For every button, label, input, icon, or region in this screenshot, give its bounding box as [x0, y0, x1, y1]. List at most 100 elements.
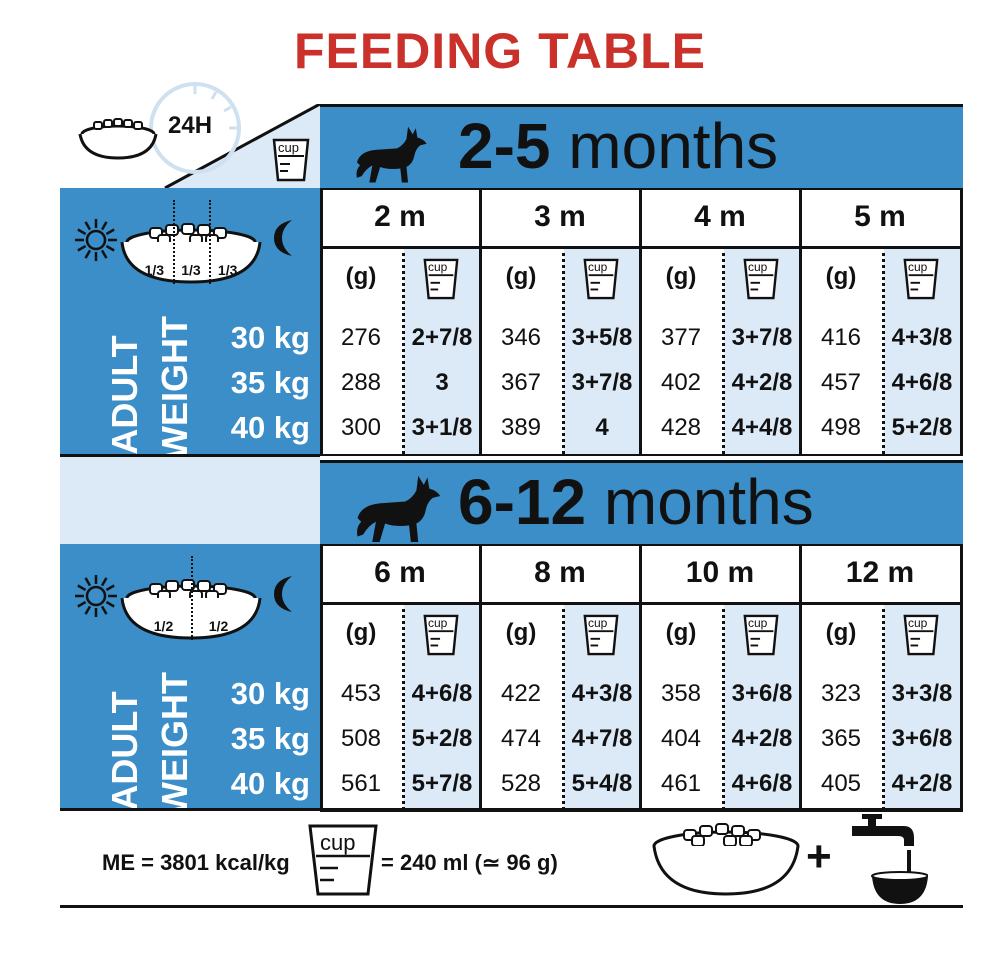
grid-line — [799, 188, 802, 454]
grid-line — [479, 188, 482, 454]
grid-line — [320, 188, 323, 454]
column-divider — [402, 602, 405, 810]
cup-icon: cup — [901, 256, 941, 302]
grid-line — [320, 454, 963, 456]
grams-unit-label: (g) — [665, 619, 697, 646]
bowl-icon — [72, 114, 164, 169]
age-header: 8 m — [534, 556, 586, 589]
portion-label: 1/2 — [208, 618, 229, 634]
grid-line — [320, 104, 963, 107]
cup-label: cup — [588, 260, 608, 274]
column-divider — [882, 602, 885, 810]
grams-value: 528 — [500, 770, 542, 797]
weight-label: WEIGHT — [154, 316, 195, 460]
cups-value: 3+1/8 — [411, 414, 473, 441]
portion-label: 1/2 — [153, 618, 174, 634]
grams-value: 561 — [340, 770, 382, 797]
weight-value: 30 kg — [230, 320, 310, 355]
grams-value: 377 — [660, 324, 702, 351]
grams-value: 508 — [340, 725, 382, 752]
section-heading-band — [320, 104, 963, 188]
cups-value: 4+2/8 — [731, 369, 793, 396]
cup-label: cup — [748, 616, 768, 630]
grid-line — [799, 544, 802, 810]
cup-icon: cup — [901, 612, 941, 658]
cup-icon: cup — [421, 612, 461, 658]
grams-unit-label: (g) — [825, 619, 857, 646]
cup-label: cup — [428, 616, 448, 630]
cups-value: 5+4/8 — [571, 770, 633, 797]
cups-value: 4+4/8 — [731, 414, 793, 441]
cup-equivalence: = 240 ml (≃ 96 g) — [381, 850, 558, 875]
cups-value: 3 — [435, 369, 449, 396]
adult-label: ADULT — [104, 335, 145, 455]
energy-label: ME = 3801 kcal/kg — [102, 850, 290, 875]
column-divider — [722, 246, 725, 454]
grams-value: 300 — [340, 414, 382, 441]
age-header: 2 m — [374, 200, 426, 233]
cup-icon: cup — [741, 612, 781, 658]
moon-icon — [268, 572, 300, 621]
grid-line — [960, 544, 963, 810]
grams-unit-label: (g) — [505, 619, 537, 646]
cups-value: 5+7/8 — [411, 770, 473, 797]
cup-label: cup — [278, 140, 299, 155]
cups-value: 3+7/8 — [731, 324, 793, 351]
age-header: 3 m — [534, 200, 586, 233]
cup-icon: cup — [270, 136, 312, 189]
cups-value: 4+7/8 — [571, 725, 633, 752]
cups-value: 4+2/8 — [731, 725, 793, 752]
cups-value: 5+2/8 — [891, 414, 953, 441]
grams-unit-label: (g) — [665, 263, 697, 290]
grams-unit-label: (g) — [505, 263, 537, 290]
portion-divider — [209, 200, 212, 284]
column-divider — [882, 246, 885, 454]
grams-value: 276 — [340, 324, 382, 351]
age-header: 12 m — [845, 556, 915, 589]
column-divider — [562, 246, 565, 454]
clock-icon — [145, 78, 245, 183]
heading-rest: months — [586, 466, 814, 538]
grams-value: 323 — [820, 680, 862, 707]
age-header: 4 m — [694, 200, 746, 233]
cups-value: 3+3/8 — [891, 680, 953, 707]
grams-unit-label: (g) — [825, 263, 857, 290]
grid-line — [639, 544, 642, 810]
grams-value: 461 — [660, 770, 702, 797]
grams-value: 365 — [820, 725, 862, 752]
weight-value: 35 kg — [230, 721, 310, 756]
grams-value: 498 — [820, 414, 862, 441]
grid-line — [639, 188, 642, 454]
dog-icon — [352, 470, 444, 549]
grams-value: 405 — [820, 770, 862, 797]
cup-label: cup — [908, 616, 928, 630]
adult-label: ADULT — [104, 691, 145, 811]
section-heading: 6-12 months — [458, 464, 814, 540]
cups-value: 3+6/8 — [731, 680, 793, 707]
cup-label: cup — [428, 260, 448, 274]
grams-value: 346 — [500, 324, 542, 351]
grams-value: 404 — [660, 725, 702, 752]
grams-value: 457 — [820, 369, 862, 396]
grams-value: 358 — [660, 680, 702, 707]
cups-value: 5+2/8 — [411, 725, 473, 752]
grams-value: 402 — [660, 369, 702, 396]
cup-icon: cup — [581, 612, 621, 658]
water-tap-icon — [848, 812, 929, 913]
grid-line — [479, 544, 482, 810]
cups-value: 4+2/8 — [891, 770, 953, 797]
grams-value: 288 — [340, 369, 382, 396]
cups-value: 4+6/8 — [411, 680, 473, 707]
grid-line — [320, 544, 323, 810]
portion-label: 1/3 — [217, 262, 238, 278]
portion-label: 1/3 — [181, 262, 201, 278]
grams-value: 416 — [820, 324, 862, 351]
food-bowl-icon — [648, 820, 808, 905]
cup-label: cup — [908, 260, 928, 274]
grams-value: 367 — [500, 369, 542, 396]
cups-value: 4 — [595, 414, 609, 441]
cups-value: 3+5/8 — [571, 324, 633, 351]
heading-bold: 6-12 — [458, 466, 587, 538]
footer-cup-label: cup — [320, 830, 356, 855]
cups-value: 4+6/8 — [731, 770, 793, 797]
